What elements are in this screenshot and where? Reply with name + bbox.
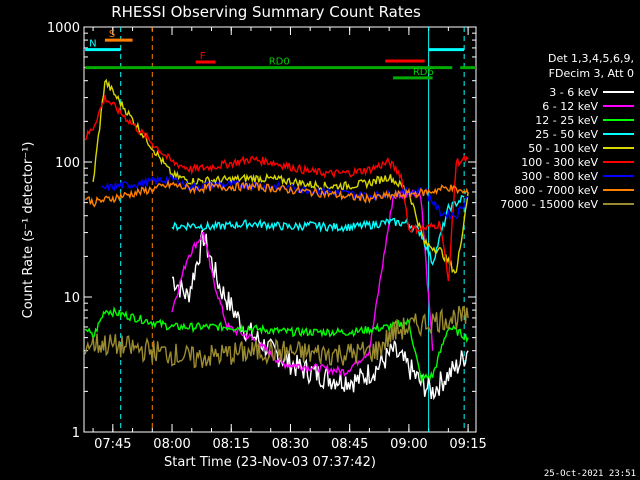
x-tick-label: 08:30	[272, 437, 309, 452]
y-tick-label: 10	[63, 291, 80, 306]
x-axis: 07:45 08:00 08:15 08:30 08:45 09:00 09:15	[92, 27, 487, 452]
y-tick-label: 1000	[47, 21, 80, 36]
x-tick-label: 07:45	[94, 437, 131, 452]
legend: Det 1,3,4,5,6,9, FDecim 3, Att 0 3 - 6 k…	[500, 52, 634, 211]
legend-entry-label: 800 - 7000 keV	[514, 184, 598, 197]
legend-header-line-1: Det 1,3,4,5,6,9,	[548, 52, 634, 65]
y-tick-label: 1	[72, 426, 80, 441]
legend-entry-label: 12 - 25 keV	[535, 114, 598, 127]
x-tick-label: 08:45	[331, 437, 368, 452]
plot-frame	[83, 26, 477, 433]
annotation-bars: S N F RD0 RD6	[85, 29, 476, 80]
legend-entry-label: 100 - 300 keV	[521, 156, 598, 169]
annotation-label: RD0	[269, 57, 290, 68]
series-line-0	[171, 230, 469, 401]
annotation-label: RD6	[413, 67, 434, 78]
y-axis-label: Count Rate (s⁻¹ detector⁻¹)	[21, 142, 36, 319]
legend-header-line-2: FDecim 3, Att 0	[549, 67, 634, 80]
series-line-5	[84, 94, 469, 282]
y-axis: 1 10 100 1000	[47, 21, 476, 441]
series-line-7	[84, 179, 469, 208]
x-tick-label: 08:00	[153, 437, 190, 452]
legend-entry-label: 7000 - 15000 keV	[500, 198, 598, 211]
legend-entry-label: 25 - 50 keV	[535, 128, 598, 141]
series-line-8	[84, 305, 469, 369]
x-tick-label: 09:00	[390, 437, 427, 452]
series-line-4	[92, 78, 469, 274]
legend-entry-label: 6 - 12 keV	[542, 100, 598, 113]
x-tick-label: 08:15	[213, 437, 250, 452]
annotation-label: F	[200, 51, 206, 62]
annotation-label: N	[89, 39, 96, 50]
plot-border	[83, 26, 477, 433]
footer-timestamp: 25-Oct-2021 23:51	[544, 469, 636, 479]
series-group	[84, 78, 469, 401]
annotation-label: S	[109, 29, 115, 40]
legend-entry-label: 50 - 100 keV	[528, 142, 598, 155]
legend-entry-label: 3 - 6 keV	[549, 86, 598, 99]
legend-entry-label: 300 - 800 keV	[521, 170, 598, 183]
chart-title: RHESSI Observing Summary Count Rates	[111, 3, 421, 21]
x-tick-label: 09:15	[449, 437, 486, 452]
x-axis-label: Start Time (23-Nov-03 07:37:42)	[164, 455, 376, 470]
y-tick-label: 100	[55, 156, 80, 171]
